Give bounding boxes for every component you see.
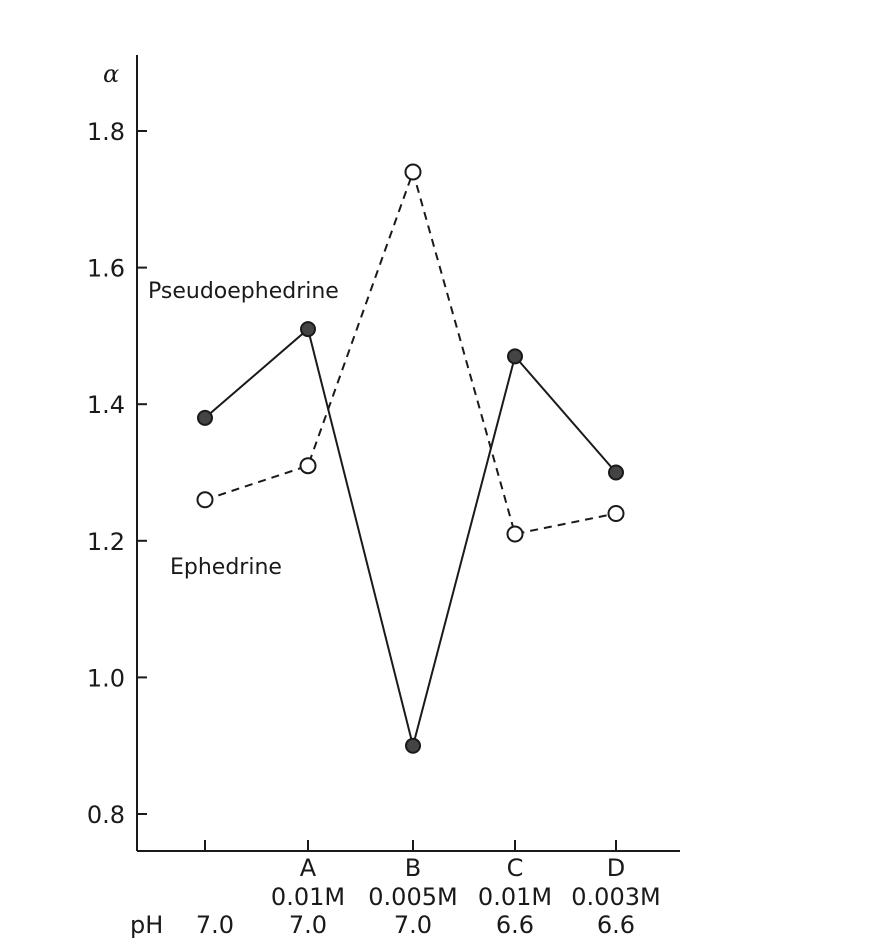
series-line-pseudoephedrine — [204, 327, 617, 746]
data-point-pseudoephedrine — [197, 409, 213, 426]
data-point-ephedrine — [506, 525, 524, 543]
x-category-ph: 6.6 — [496, 911, 534, 939]
y-tick-label: 1.8 — [87, 118, 125, 146]
x-category-letter: B — [405, 854, 421, 882]
data-point-ephedrine — [607, 505, 625, 522]
x-category-concentration: 0.003M — [571, 883, 660, 911]
x-category-letter: D — [607, 854, 625, 882]
x-category-ph: 7.0 — [196, 911, 234, 939]
x-category-concentration: 0.01M — [478, 883, 552, 911]
data-point-ephedrine — [299, 457, 317, 475]
x-category-concentration: 0.01M — [271, 883, 345, 911]
x-category-concentration: 0.005M — [368, 883, 457, 911]
ph-row-label: pH — [130, 911, 163, 939]
axes — [136, 55, 680, 852]
x-category-letter: A — [300, 854, 317, 882]
y-tick-label: 1.6 — [87, 255, 125, 283]
x-category-ph: 6.6 — [597, 911, 635, 939]
series-label-pseudoephedrine: Pseudoephedrine — [148, 279, 339, 304]
data-point-ephedrine — [196, 491, 214, 509]
series-labels: Pseudoephedrine Ephedrine — [148, 279, 339, 580]
y-tick-label: 1.0 — [87, 664, 125, 692]
y-tick-label: 1.4 — [87, 391, 125, 419]
series-lines — [204, 168, 617, 746]
y-tick-label: 0.8 — [87, 801, 125, 829]
data-point-pseudoephedrine — [507, 348, 523, 365]
x-category-letter: C — [507, 854, 524, 882]
y-axis-label: α — [103, 60, 119, 88]
data-point-pseudoephedrine — [608, 464, 624, 481]
series-label-ephedrine: Ephedrine — [170, 555, 282, 580]
data-point-ephedrine — [404, 163, 422, 181]
x-ticks: 7.0A0.01M7.0B0.005M7.0C0.01M6.6D0.003M6.… — [196, 840, 661, 939]
x-category-ph: 7.0 — [394, 911, 432, 939]
y-tick-label: 1.2 — [87, 528, 125, 556]
x-category-ph: 7.0 — [289, 911, 327, 939]
series-points — [196, 163, 625, 754]
series-line-ephedrine — [204, 168, 617, 536]
data-point-pseudoephedrine — [300, 321, 316, 338]
y-ticks: 0.8 1.0 1.2 1.4 1.6 1.8 — [87, 118, 147, 829]
data-point-pseudoephedrine — [405, 737, 421, 754]
